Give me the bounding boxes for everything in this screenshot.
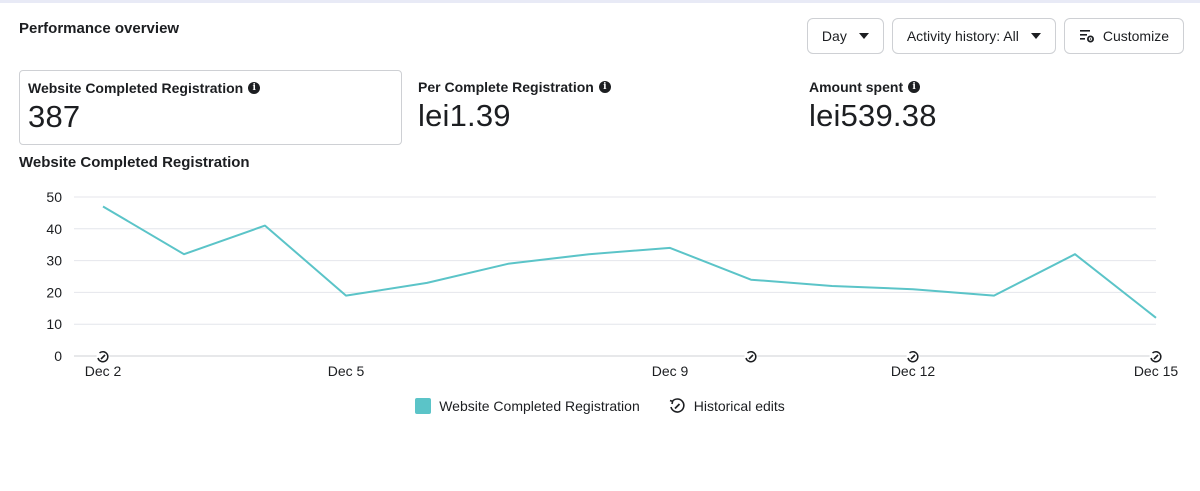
chart-title: Website Completed Registration (19, 154, 250, 171)
x-tick-label: Dec 15 (1134, 363, 1179, 379)
info-icon[interactable]: i (908, 81, 921, 93)
legend-label: Website Completed Registration (439, 398, 640, 414)
info-icon[interactable]: i (248, 82, 261, 94)
legend-swatch (415, 398, 432, 414)
historical-edit-marker[interactable] (96, 350, 110, 364)
legend-label: Historical edits (693, 398, 785, 414)
metric-label: Amount spent (809, 79, 904, 95)
page-title: Performance overview (19, 20, 180, 37)
x-tick-label: Dec 2 (85, 363, 122, 379)
data-point (668, 245, 673, 250)
metric-card-amount-spent[interactable]: Amount spent i lei539.38 (801, 70, 1181, 145)
y-tick-label: 30 (46, 253, 62, 269)
info-icon[interactable]: i (598, 81, 611, 93)
activity-history-label: Activity history: All (906, 28, 1019, 44)
data-point (263, 223, 268, 228)
historical-edit-marker[interactable] (744, 350, 758, 364)
x-tick-label: Dec 12 (891, 363, 936, 379)
customize-button[interactable]: Customize (1063, 18, 1184, 54)
data-point (911, 287, 916, 292)
historical-edit-marker[interactable] (906, 350, 920, 364)
historical-edit-marker[interactable] (1149, 350, 1163, 364)
y-tick-label: 40 (46, 221, 62, 237)
metric-label: Website Completed Registration (28, 80, 244, 96)
caret-down-icon (1030, 33, 1041, 39)
line-chart: 0 10 20 30 40 50 Dec 2 Dec 5 Dec 9 Dec 12 Dec 15 (46, 189, 1179, 379)
customize-label: Customize (1102, 28, 1169, 44)
data-point (749, 277, 754, 282)
day-dropdown-label: Day (821, 28, 847, 44)
data-point (1154, 315, 1159, 320)
metric-card-registrations[interactable]: Website Completed Registration i 387 (19, 70, 402, 145)
chart-legend: Website Completed Registration Historica… (0, 397, 1200, 415)
legend-item-series[interactable]: Website Completed Registration (415, 398, 640, 414)
data-point (587, 252, 592, 257)
toolbar: Day Activity history: All Customize (806, 18, 1184, 54)
y-tick-label: 50 (46, 189, 62, 205)
metric-value: lei539.38 (809, 98, 937, 133)
data-point (344, 293, 349, 298)
data-point (830, 284, 835, 289)
historical-edits-icon (669, 398, 685, 413)
x-tick-label: Dec 5 (328, 363, 365, 379)
x-tick-label: Dec 9 (652, 363, 689, 379)
activity-history-dropdown[interactable]: Activity history: All (891, 18, 1056, 54)
metric-label: Per Complete Registration (418, 79, 594, 95)
data-point (101, 204, 106, 209)
data-point (506, 261, 511, 266)
y-tick-label: 20 (46, 284, 62, 300)
metric-card-cost-per-registration[interactable]: Per Complete Registration i lei1.39 (410, 70, 790, 145)
series-line (102, 205, 1157, 319)
customize-icon (1079, 30, 1094, 43)
metric-value: lei1.39 (418, 98, 511, 133)
data-point (425, 280, 430, 285)
caret-down-icon (858, 33, 869, 39)
metric-value: 387 (28, 99, 81, 134)
data-point (992, 293, 997, 298)
y-tick-label: 10 (46, 316, 62, 332)
top-border (0, 0, 1200, 3)
legend-item-historical-edits[interactable]: Historical edits (668, 397, 785, 415)
y-tick-label: 0 (54, 348, 62, 364)
data-point (182, 252, 187, 257)
day-dropdown[interactable]: Day (806, 18, 884, 54)
data-point (1073, 252, 1078, 257)
